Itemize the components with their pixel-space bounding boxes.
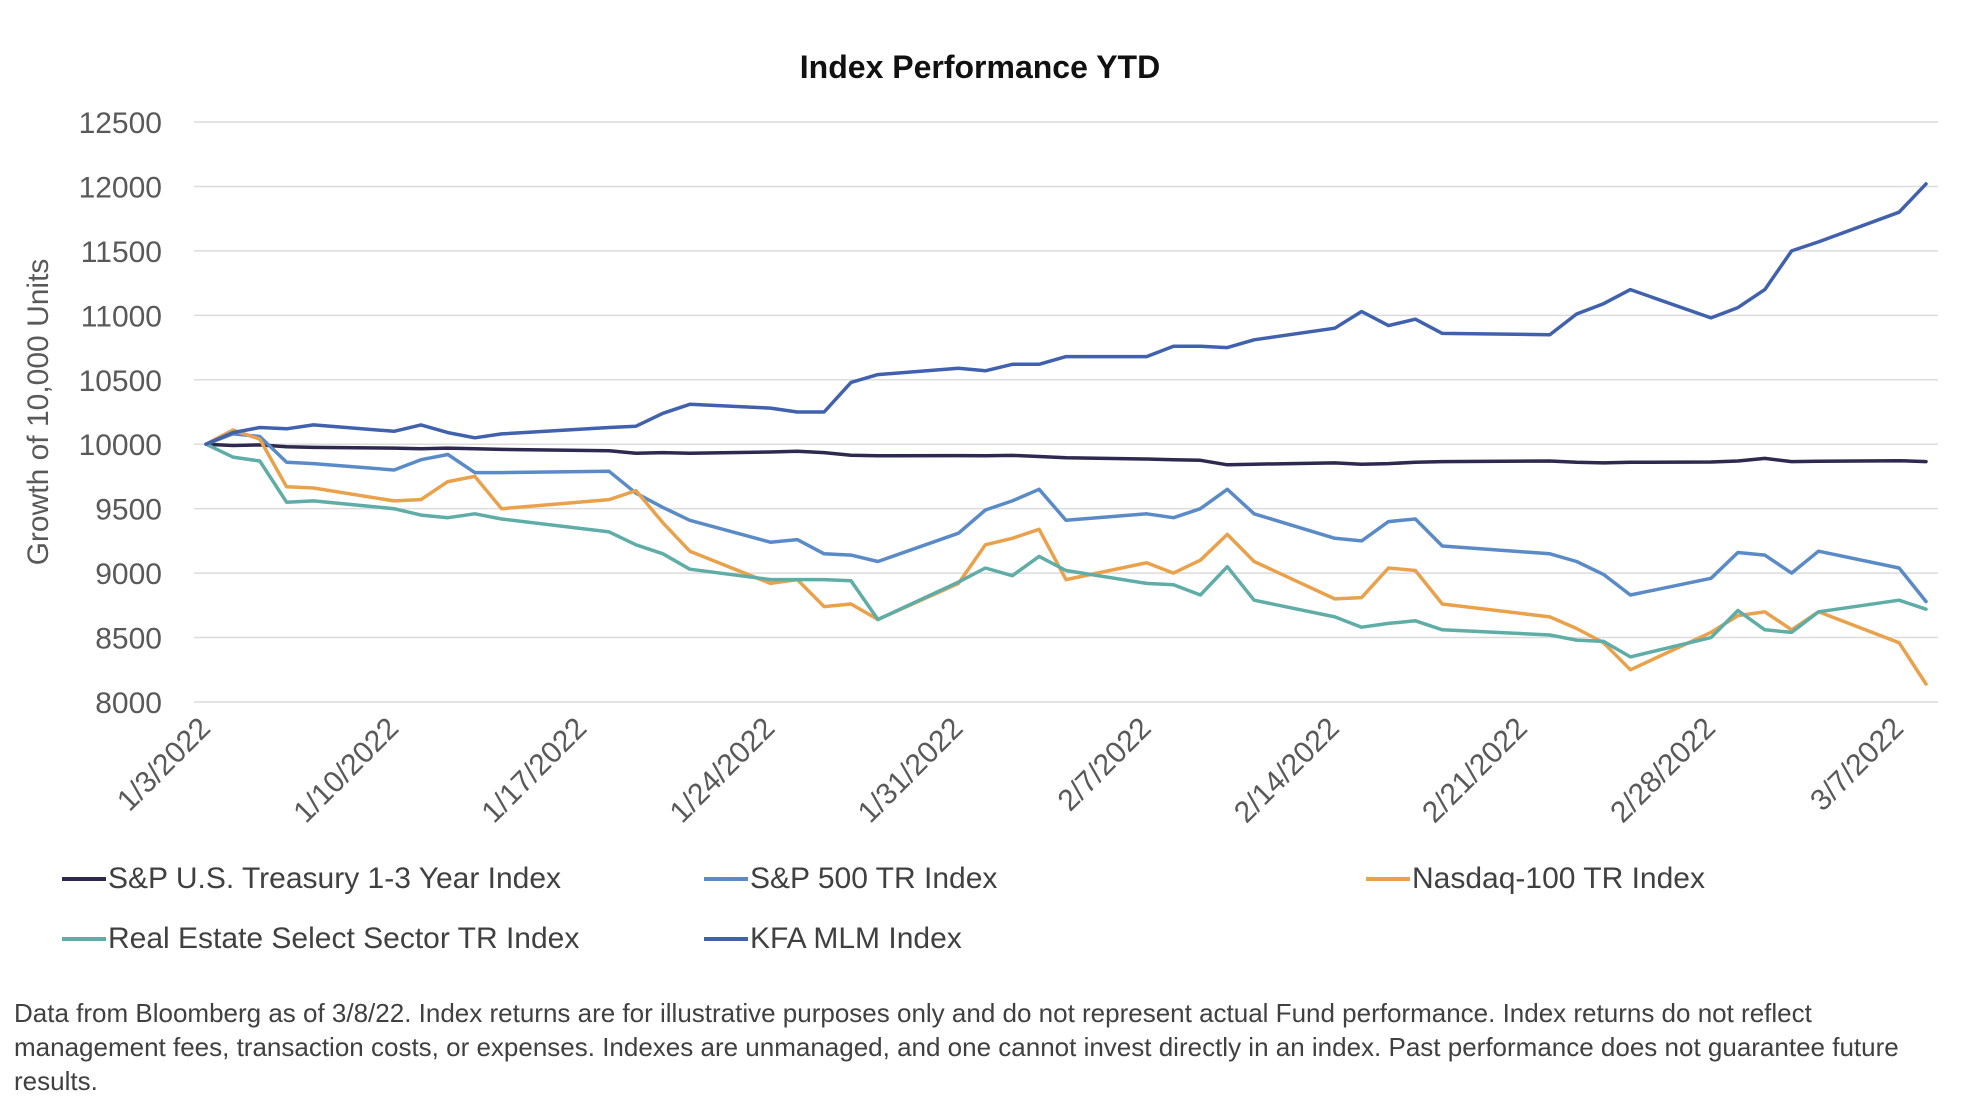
x-tick-label: 1/24/2022: [664, 712, 782, 830]
legend-item-treasury: S&P U.S. Treasury 1-3 Year Index: [62, 862, 561, 896]
y-axis-label: Growth of 10,000 Units: [22, 259, 55, 566]
series-line-1: [204, 442, 1928, 467]
y-tick-label: 10000: [79, 429, 162, 462]
y-tick-label: 9000: [95, 558, 162, 591]
chart-title: Index Performance YTD: [800, 49, 1160, 85]
x-tick-label: 1/17/2022: [475, 712, 593, 830]
x-tick-label: 1/10/2022: [287, 712, 405, 830]
legend-swatch: [62, 877, 106, 881]
legend-label: KFA MLM Index: [750, 922, 962, 955]
legend-item-real-estate: Real Estate Select Sector TR Index: [62, 922, 579, 956]
y-tick-label: 12000: [79, 171, 162, 204]
legend-swatch: [704, 877, 748, 881]
chart-container: Index Performance YTD 8000 8500 9000 9500 100…: [22, 49, 1938, 830]
y-tick-label: 11500: [81, 236, 162, 269]
legend-label: S&P U.S. Treasury 1-3 Year Index: [108, 862, 562, 895]
x-tick-label: 1/3/2022: [111, 712, 217, 818]
y-tick-label: 10500: [79, 365, 162, 398]
legend-item-nasdaq: Nasdaq-100 TR Index: [1366, 862, 1705, 896]
footnote: Data from Bloomberg as of 3/8/22. Index …: [14, 998, 1899, 1096]
legend-swatch: [704, 937, 748, 941]
x-tick-label: 2/14/2022: [1228, 712, 1346, 830]
y-tick-label: 8500: [95, 623, 162, 656]
x-tick-label: 2/7/2022: [1052, 712, 1158, 818]
x-tick-label: 2/28/2022: [1604, 712, 1722, 830]
x-tick-label: 1/31/2022: [852, 712, 970, 830]
legend-label: Nasdaq-100 TR Index: [1412, 862, 1705, 895]
y-tick-label: 12500: [79, 107, 162, 140]
y-tick-label: 11000: [81, 300, 162, 333]
legend-label: S&P 500 TR Index: [750, 862, 998, 895]
legend-swatch: [62, 937, 106, 941]
x-tick-label: 2/21/2022: [1416, 712, 1534, 830]
line-chart: Index Performance YTD 8000 8500 9000 9500 100…: [22, 49, 1938, 830]
legend-item-sp500: S&P 500 TR Index: [704, 862, 997, 896]
y-tick-label: 8000: [95, 687, 162, 720]
legend-swatch: [1366, 877, 1410, 881]
x-tick-label: 3/7/2022: [1804, 712, 1910, 818]
y-tick-label: 9500: [95, 494, 162, 527]
series-line-5: [204, 182, 1928, 446]
legend-item-kfa-mlm: KFA MLM Index: [704, 922, 962, 956]
legend-label: Real Estate Select Sector TR Index: [108, 922, 580, 955]
series-line-3: [204, 428, 1928, 686]
series-line-4: [204, 442, 1928, 659]
series-line-2: [204, 432, 1928, 604]
